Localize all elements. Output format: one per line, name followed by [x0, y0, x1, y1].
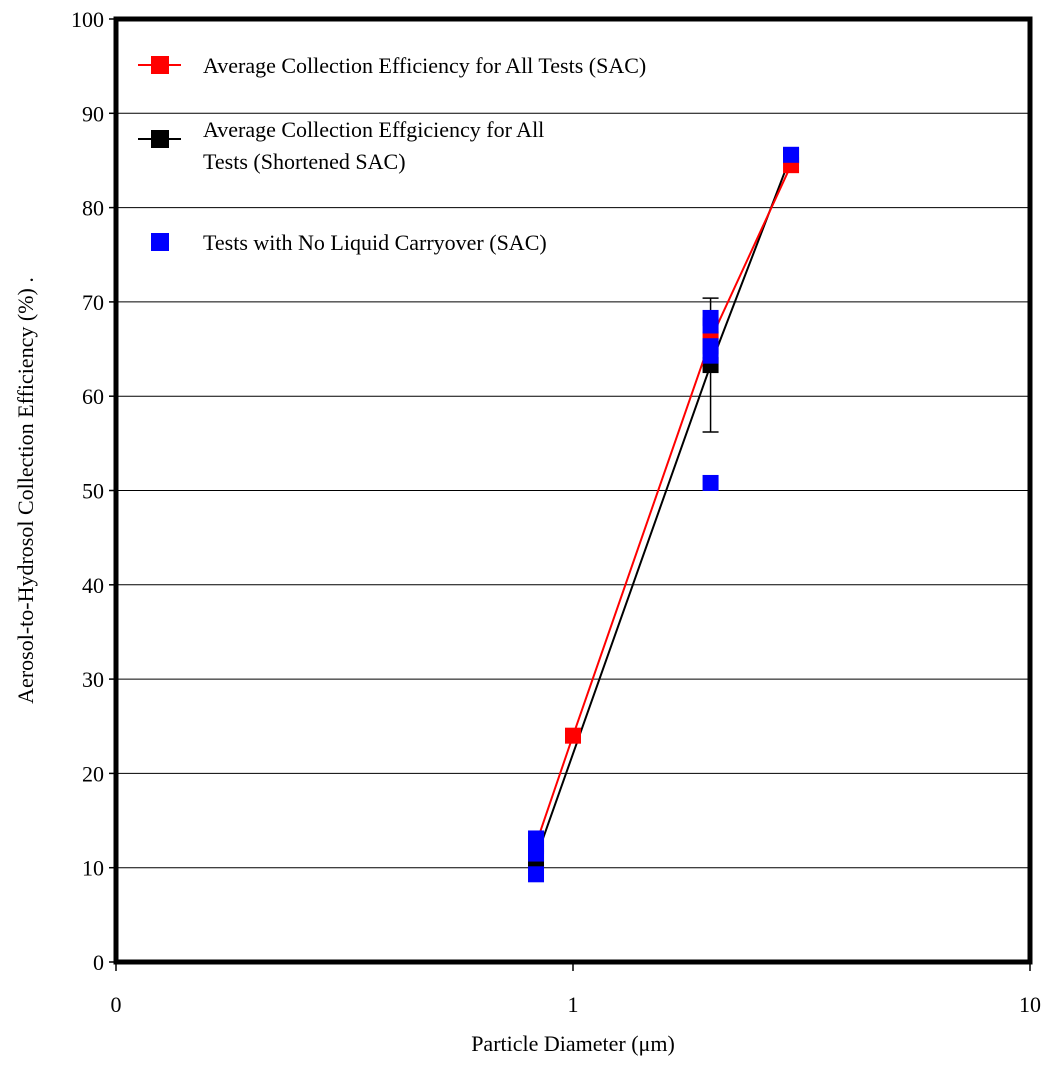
y-tick-label: 100 — [71, 7, 104, 32]
y-tick-label: 20 — [82, 761, 104, 786]
legend-marker — [151, 56, 169, 74]
series-1 — [528, 147, 800, 867]
legend-label-line: Tests (Shortened SAC) — [203, 149, 406, 174]
legend-marker — [151, 130, 169, 148]
legend-label-line: Average Collection Effgiciency for All — [203, 117, 544, 142]
data-point — [702, 474, 719, 491]
series-2 — [528, 146, 800, 883]
data-point — [565, 727, 581, 744]
y-axis: 0 10 20 30 40 50 60 70 80 90 100 — [71, 7, 116, 975]
y-tick-label: 90 — [82, 101, 104, 126]
x-axis-title: Particle Diameter (μm) — [471, 1031, 675, 1056]
data-point — [702, 309, 719, 326]
y-tick-label: 0 — [93, 950, 104, 975]
data-point — [702, 338, 719, 355]
legend: Average Collection Efficiency for All Te… — [138, 53, 646, 255]
legend-label: Tests with No Liquid Carryover (SAC) — [203, 230, 547, 255]
y-tick-label: 60 — [82, 384, 104, 409]
y-tick-label: 30 — [82, 667, 104, 692]
data-point — [528, 866, 545, 883]
plot-series — [528, 146, 800, 883]
data-point — [528, 830, 545, 847]
series-0 — [528, 157, 800, 853]
legend-item-2: Tests with No Liquid Carryover (SAC) — [151, 230, 547, 255]
plot-area-border — [113, 16, 1033, 965]
y-tick-label: 40 — [82, 573, 104, 598]
x-tick-label: 0 — [111, 992, 122, 1017]
y-tick-label: 80 — [82, 196, 104, 221]
series-line — [535, 164, 792, 845]
x-tick-label: 1 — [568, 992, 579, 1017]
series-line — [535, 155, 792, 859]
legend-marker — [151, 233, 169, 251]
legend-item-1: Average Collection Effgiciency for All Te… — [138, 117, 544, 174]
data-point — [783, 146, 800, 163]
legend-label: Average Collection Efficiency for All Te… — [203, 53, 646, 78]
y-tick-label: 50 — [82, 479, 104, 504]
legend-item-0: Average Collection Efficiency for All Te… — [138, 53, 646, 78]
x-tick-label: 10 — [1019, 992, 1041, 1017]
y-tick-label: 10 — [82, 856, 104, 881]
gridlines — [116, 112, 1030, 869]
y-axis-title: Aerosol-to-Hydrosol Collection Efficienc… — [13, 277, 38, 704]
legend-label: Average Collection Effgiciency for All Te… — [203, 117, 544, 174]
y-tick-label: 70 — [82, 290, 104, 315]
x-axis: 0 1 10 — [111, 962, 1041, 1017]
